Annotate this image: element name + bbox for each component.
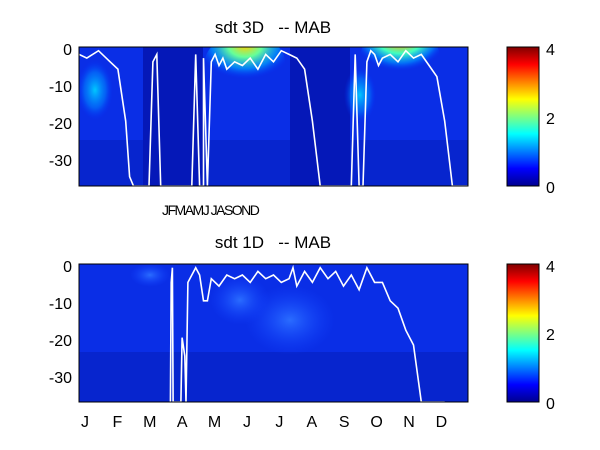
heatmap-top-early-warm — [79, 60, 113, 120]
top-month-labels: JFMAMJ JASOND — [162, 202, 260, 218]
colorbar-bottom-tick-2: 2 — [546, 327, 555, 344]
chart-title-bottom: sdt 1D -- MAB — [215, 233, 331, 252]
bottom-ytick-0: 0 — [63, 259, 72, 276]
colorbar-top-tick-0: 0 — [546, 180, 555, 197]
colorbar-top-gradient — [506, 46, 540, 187]
bottom-ytick-20: -20 — [49, 333, 72, 350]
colorbar-top-tick-2: 2 — [546, 111, 555, 128]
bottom-xtick-5: J — [243, 414, 251, 431]
colorbar-top-tick-4: 4 — [546, 42, 555, 59]
bottom-xtick-7: A — [306, 414, 317, 431]
top-ytick-20: -20 — [49, 116, 72, 133]
top-ytick-30: -30 — [49, 153, 72, 170]
top-y-axis: 0 -10 -20 -30 — [49, 42, 72, 170]
bottom-xtick-3: A — [177, 414, 188, 431]
colorbar-top: 4 2 0 — [506, 42, 555, 197]
colorbar-bottom-tick-0: 0 — [546, 396, 555, 413]
heatmap-bottom-soft-2 — [210, 275, 270, 325]
heatmap-top-summer-hot-2 — [360, 47, 440, 90]
heatmap-top-deep-band — [79, 140, 468, 186]
bottom-xtick-1: F — [113, 414, 123, 431]
bottom-xtick-11: D — [436, 414, 448, 431]
bottom-xtick-6: J — [275, 414, 283, 431]
heatmap-bottom-soft-3 — [130, 264, 170, 287]
heatmap-bottom — [79, 264, 468, 402]
heatmap-top-mixed-layer-line — [79, 49, 468, 186]
bottom-xtick-2: M — [143, 414, 156, 431]
bottom-xtick-4: M — [208, 414, 221, 431]
heatmap-top-early-warm-2 — [344, 67, 376, 123]
bottom-ytick-10: -10 — [49, 296, 72, 313]
heatmap-bottom-mixed-layer-line — [169, 264, 445, 402]
top-ytick-0: 0 — [63, 42, 72, 59]
colorbar-bottom-tick-4: 4 — [546, 259, 555, 276]
bottom-ytick-30: -30 — [49, 370, 72, 387]
bottom-xtick-8: S — [339, 414, 350, 431]
colorbar-bottom: 4 2 0 — [506, 259, 555, 413]
heatmap-bottom-deep-band — [79, 352, 468, 402]
chart-title-top: sdt 3D -- MAB — [215, 18, 331, 37]
heatmap-top-summer-hot-1 — [205, 47, 285, 90]
bottom-xtick-9: O — [370, 414, 382, 431]
bottom-xtick-0: J — [81, 414, 89, 431]
bottom-y-axis: 0 -10 -20 -30 — [49, 259, 72, 387]
heatmap-bottom-frame — [78, 263, 469, 403]
heatmap-top-frame — [78, 46, 469, 187]
colorbar-bottom-gradient — [506, 263, 540, 403]
heatmap-top — [79, 47, 468, 186]
top-ytick-10: -10 — [49, 79, 72, 96]
heatmap-top-fall-column — [290, 47, 350, 186]
bottom-xtick-10: N — [403, 414, 415, 431]
